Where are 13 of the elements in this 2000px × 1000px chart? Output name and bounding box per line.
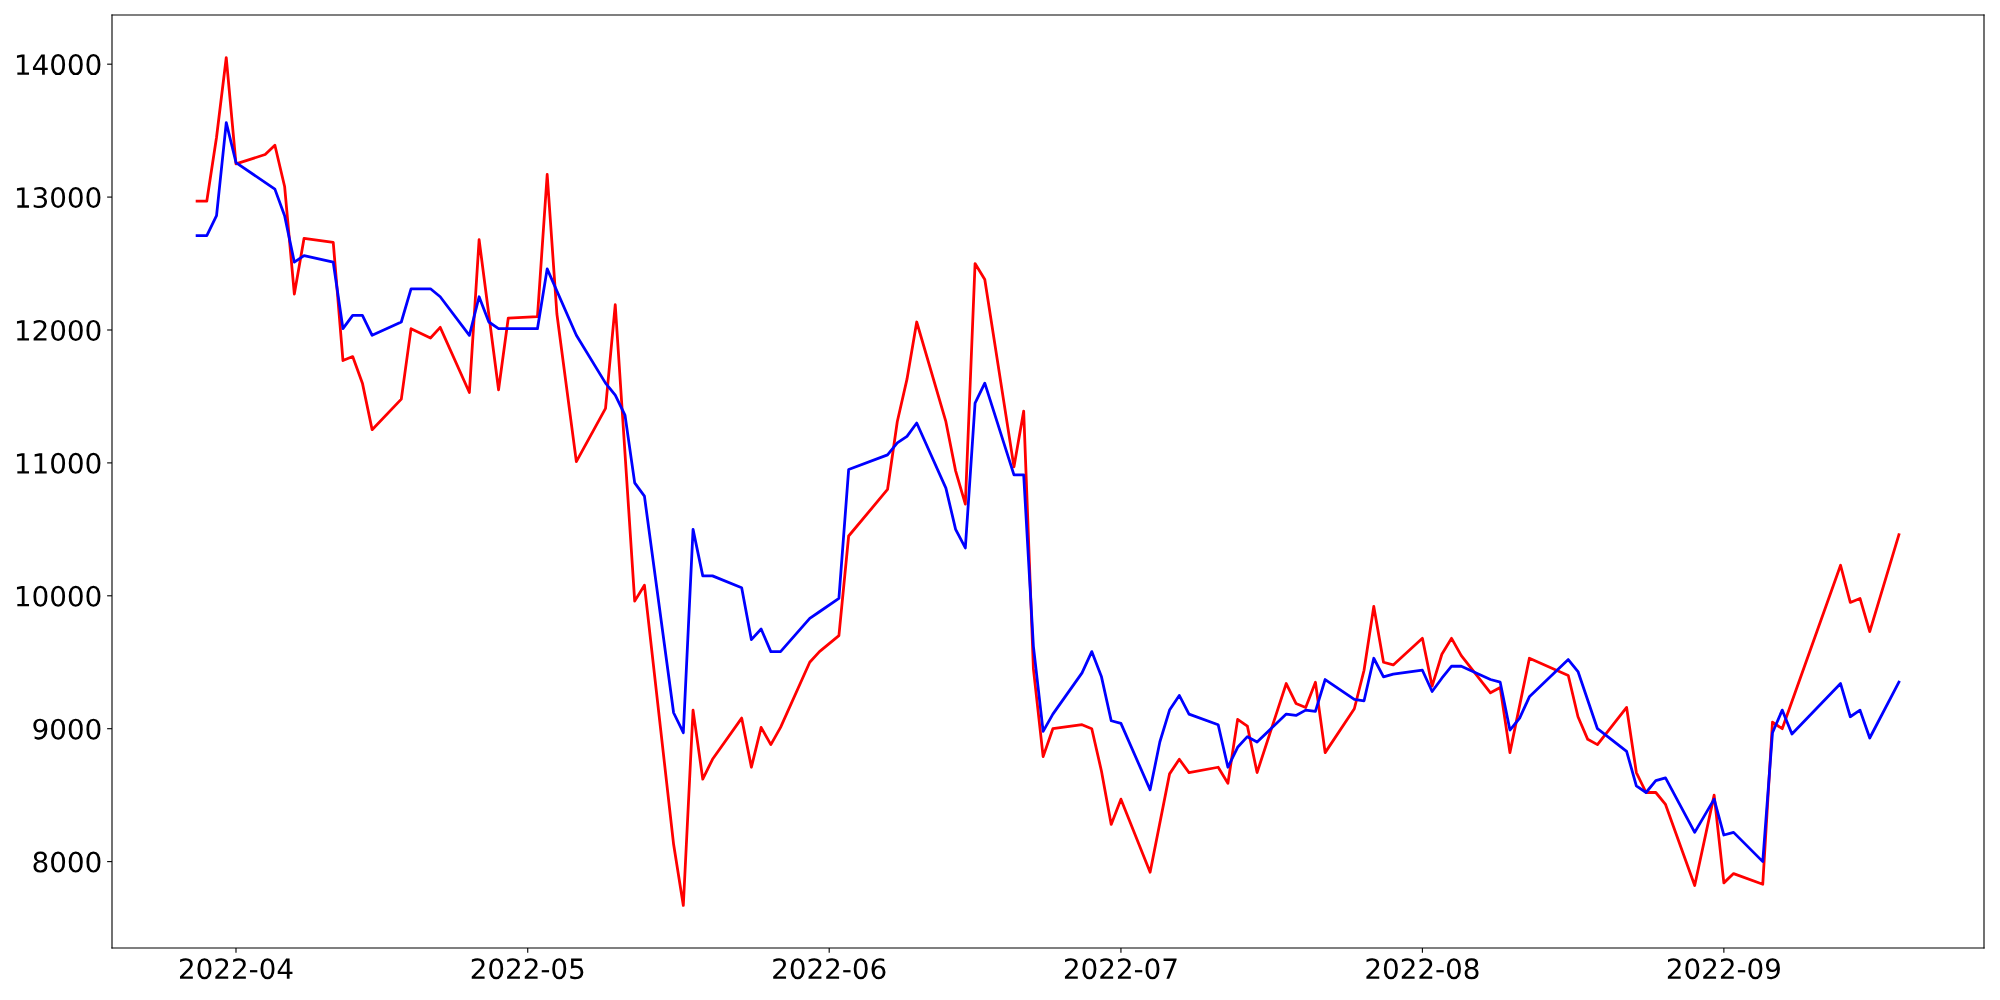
x-tick-label: 2022-04 <box>179 958 293 980</box>
x-tick-label: 2022-08 <box>1366 958 1479 980</box>
x-tick-label: 2022-07 <box>1064 958 1177 980</box>
y-tick-label: 9000 <box>33 718 101 740</box>
y-tick-label: 8000 <box>33 851 101 873</box>
y-tick-label: 10000 <box>16 585 101 607</box>
x-tick-label: 2022-05 <box>471 958 584 980</box>
y-tick-label: 13000 <box>16 187 101 209</box>
y-tick-label: 14000 <box>16 54 101 76</box>
y-tick-label: 12000 <box>16 319 101 341</box>
y-tick-label: 11000 <box>16 452 101 474</box>
x-tick-label: 2022-09 <box>1667 958 1780 980</box>
x-tick-label: 2022-06 <box>773 958 886 980</box>
